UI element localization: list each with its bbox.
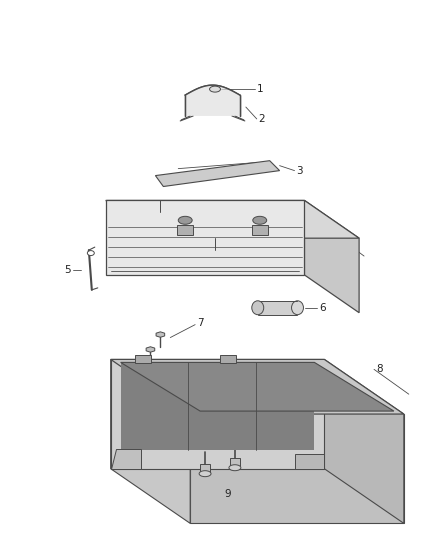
Ellipse shape (209, 86, 220, 92)
Ellipse shape (253, 216, 267, 224)
Polygon shape (111, 359, 190, 523)
Polygon shape (304, 200, 359, 313)
Polygon shape (155, 160, 279, 187)
Bar (177, 225, 193, 235)
Ellipse shape (199, 471, 211, 477)
Text: 5: 5 (64, 265, 71, 275)
Ellipse shape (178, 216, 192, 224)
Text: 6: 6 (319, 303, 326, 313)
Polygon shape (294, 454, 324, 469)
Bar (200, 464, 210, 472)
Bar (252, 225, 268, 235)
Polygon shape (106, 200, 304, 275)
Polygon shape (120, 362, 314, 450)
Text: 9: 9 (225, 489, 231, 498)
Polygon shape (106, 200, 359, 238)
Ellipse shape (252, 301, 264, 314)
Polygon shape (111, 449, 141, 469)
Ellipse shape (292, 301, 304, 314)
Polygon shape (111, 359, 324, 469)
Polygon shape (190, 414, 404, 523)
Text: 2: 2 (259, 114, 265, 124)
Polygon shape (146, 347, 155, 352)
Bar (135, 356, 151, 364)
Polygon shape (111, 359, 404, 414)
Bar (258, 301, 297, 314)
Polygon shape (324, 359, 404, 523)
Text: 1: 1 (257, 84, 263, 94)
Text: 3: 3 (297, 166, 303, 175)
Bar (220, 356, 236, 364)
Ellipse shape (229, 465, 241, 471)
Text: 8: 8 (376, 365, 383, 374)
Polygon shape (156, 332, 165, 337)
Polygon shape (185, 85, 240, 116)
Text: 4: 4 (331, 225, 338, 235)
Ellipse shape (87, 251, 94, 255)
Polygon shape (120, 362, 394, 411)
Text: 7: 7 (197, 318, 204, 328)
Bar (230, 458, 240, 466)
